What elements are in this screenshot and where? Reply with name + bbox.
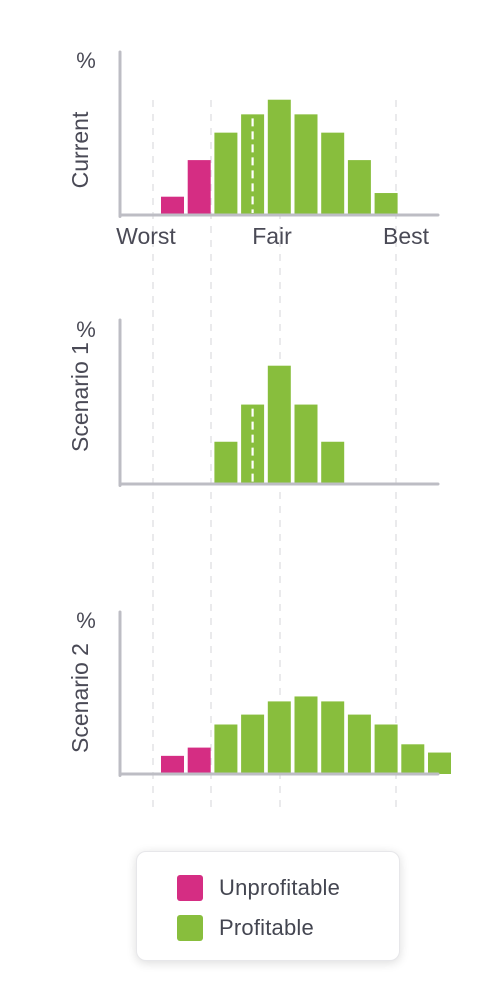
bar-profitable [214,132,238,215]
bar-profitable [428,752,451,774]
bar-profitable [401,744,425,774]
bar-profitable [267,365,291,484]
chart-panel-1: % Current Worst Fair Best [67,48,440,249]
bar-profitable [294,696,318,774]
legend: Unprofitable Profitable [136,851,400,961]
bar-profitable [214,441,238,484]
bar-profitable [294,404,318,484]
y-unit-label: % [76,608,96,633]
bar-profitable [241,404,265,484]
bar-profitable [267,99,291,215]
legend-swatch-unprofitable [177,875,203,901]
y-axis-label: Scenario 2 [67,643,93,753]
bar-unprofitable [161,196,184,215]
bar-profitable [374,724,398,774]
legend-label-unprofitable: Unprofitable [219,875,341,900]
x-tick-label-fair: Fair [252,223,292,249]
bar-profitable [374,193,398,215]
x-tick-label-best: Best [383,223,430,249]
legend-item-unprofitable: Unprofitable [177,875,340,901]
legend-item-profitable: Profitable [177,915,314,941]
y-unit-label: % [76,48,96,73]
bar-profitable [321,441,345,484]
bar-profitable [321,132,345,215]
bar-unprofitable [187,747,211,774]
legend-swatch-profitable [177,915,203,941]
bar-profitable [294,114,318,215]
y-axis-label: Scenario 1 [67,342,93,452]
x-tick-label-worst: Worst [116,223,176,249]
bar-profitable [241,714,265,774]
bar-profitable [347,714,371,774]
bar-profitable [267,701,291,774]
legend-label-profitable: Profitable [219,915,314,940]
y-unit-label: % [76,317,96,342]
bar-profitable [347,160,371,215]
bar-unprofitable [187,160,211,215]
chart-panel-3: % Scenario 2 [67,608,451,777]
bar-profitable [214,724,238,774]
bar-unprofitable [161,755,184,774]
chart-panel-2: %Scenario 1 [67,317,440,487]
bar-profitable [321,701,345,774]
y-axis-label: Current [67,111,93,188]
